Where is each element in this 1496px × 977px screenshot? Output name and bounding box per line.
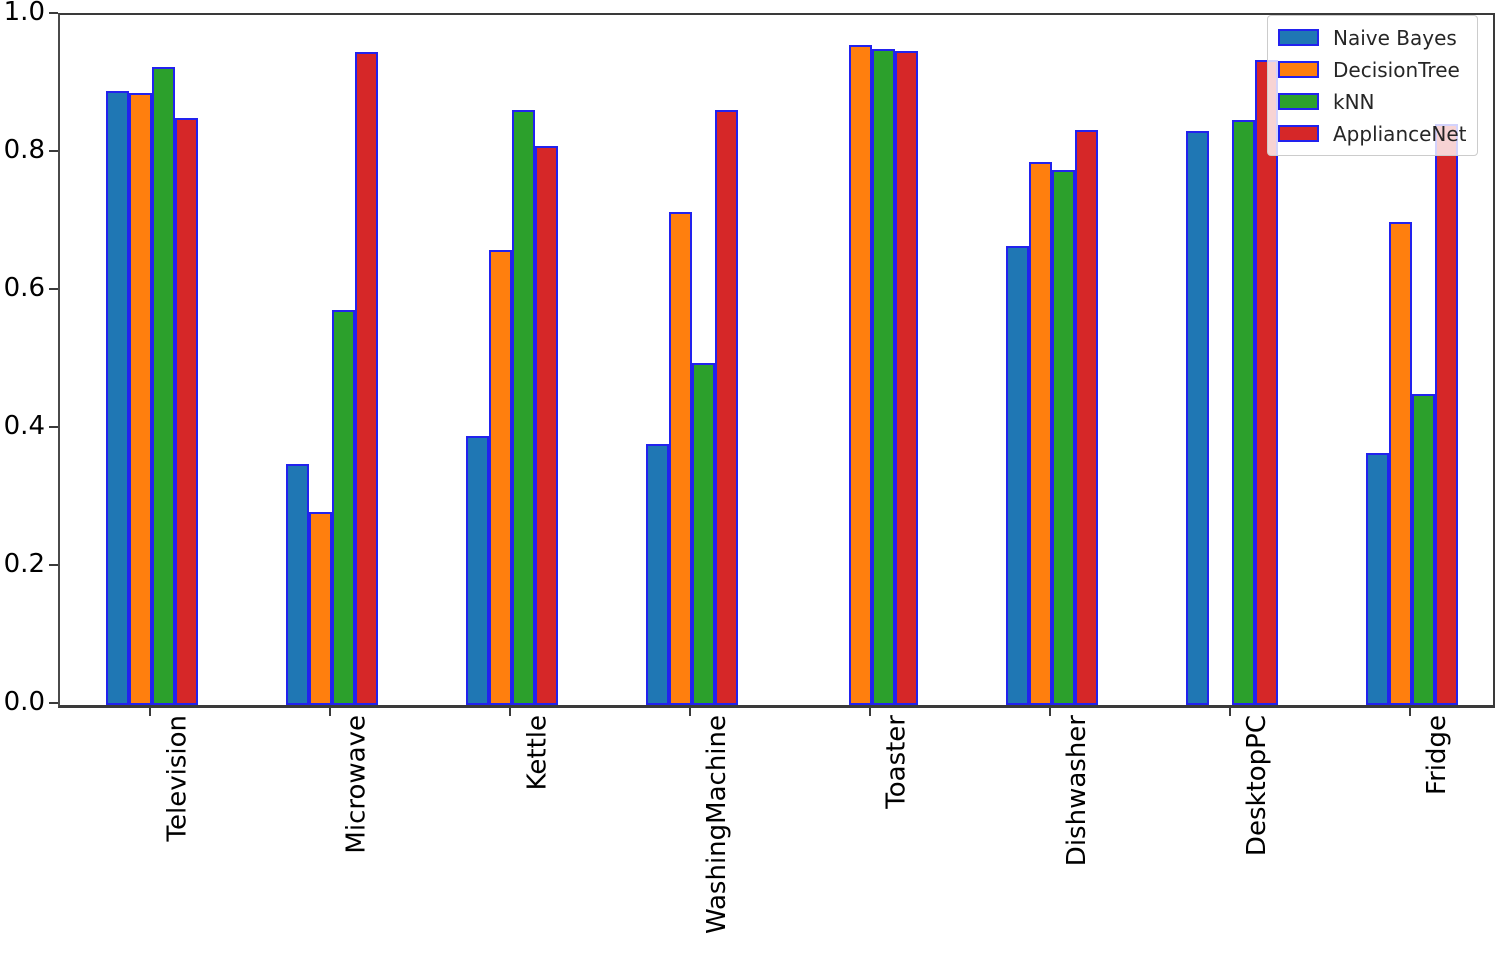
bar-knn-dishwasher [1052, 170, 1075, 705]
y-tick-mark [49, 288, 58, 290]
bar-decisiontree-microwave [309, 512, 332, 705]
bar-decisiontree-fridge [1389, 222, 1412, 705]
legend-swatch-knn [1278, 93, 1319, 110]
legend-label-knn: kNN [1333, 89, 1375, 114]
bar-appliancenet-toaster [895, 51, 918, 705]
legend-item-appliancenet: ApplianceNet [1278, 121, 1467, 146]
legend-item-knn: kNN [1278, 89, 1467, 114]
bar-appliancenet-washingmachine [715, 110, 738, 705]
bar-knn-fridge [1412, 394, 1435, 705]
y-tick-label-0.4: 0.4 [3, 410, 45, 441]
y-tick-mark [49, 564, 58, 566]
y-tick-label-0.2: 0.2 [3, 548, 45, 579]
bar-appliancenet-kettle [535, 146, 558, 705]
bar-knn-microwave [332, 310, 355, 705]
bar-knn-television [152, 67, 175, 705]
bar-appliancenet-dishwasher [1075, 130, 1098, 705]
bar-naive-bayes-fridge [1366, 453, 1389, 705]
legend-label-appliancenet: ApplianceNet [1333, 121, 1467, 146]
x-tick-mark [689, 706, 691, 716]
bar-naive-bayes-television [106, 91, 129, 705]
bar-naive-bayes-desktoppc [1186, 131, 1209, 705]
plot-area [58, 13, 1495, 708]
x-tick-mark [1229, 706, 1231, 716]
bar-knn-washingmachine [692, 363, 715, 705]
bar-decisiontree-dishwasher [1029, 162, 1052, 705]
legend-swatch-appliancenet [1278, 125, 1319, 142]
y-tick-label-0.0: 0.0 [3, 686, 45, 717]
y-tick-mark [49, 426, 58, 428]
y-tick-mark [49, 150, 58, 152]
y-tick-mark [49, 12, 58, 14]
bar-knn-kettle [512, 110, 535, 705]
bar-knn-desktoppc [1232, 120, 1255, 705]
x-tick-mark [1409, 706, 1411, 716]
x-tick-label-toaster: Toaster [882, 715, 912, 809]
bar-naive-bayes-microwave [286, 464, 309, 705]
legend-item-naive-bayes: Naive Bayes [1278, 25, 1467, 50]
y-tick-mark [49, 702, 58, 704]
bar-appliancenet-microwave [355, 52, 378, 705]
bar-appliancenet-television [175, 118, 198, 705]
legend-label-naive-bayes: Naive Bayes [1333, 25, 1457, 50]
y-tick-label-0.6: 0.6 [3, 272, 45, 303]
x-tick-mark [329, 706, 331, 716]
bar-naive-bayes-kettle [466, 436, 489, 705]
bar-knn-toaster [872, 49, 895, 705]
legend-item-decisiontree: DecisionTree [1278, 57, 1467, 82]
x-tick-label-desktoppc: DesktopPC [1242, 715, 1272, 857]
x-tick-mark [149, 706, 151, 716]
bar-appliancenet-desktoppc [1255, 60, 1278, 705]
bar-naive-bayes-washingmachine [646, 444, 669, 705]
x-tick-mark [1049, 706, 1051, 716]
bar-decisiontree-washingmachine [669, 212, 692, 705]
x-tick-label-television: Television [162, 715, 192, 842]
y-tick-label-0.8: 0.8 [3, 134, 45, 165]
legend: Naive Bayes DecisionTree kNN ApplianceNet [1267, 15, 1478, 156]
x-tick-mark [869, 706, 871, 716]
bar-decisiontree-kettle [489, 250, 512, 705]
legend-swatch-decisiontree [1278, 61, 1319, 78]
legend-swatch-naive-bayes [1278, 29, 1319, 46]
x-tick-mark [509, 706, 511, 716]
y-tick-label-1.0: 1.0 [3, 0, 45, 27]
x-tick-label-dishwasher: Dishwasher [1062, 715, 1092, 867]
x-tick-label-microwave: Microwave [342, 715, 372, 854]
bar-naive-bayes-dishwasher [1006, 246, 1029, 705]
bar-appliancenet-fridge [1435, 124, 1458, 705]
x-tick-label-kettle: Kettle [522, 715, 552, 791]
x-tick-label-fridge: Fridge [1422, 715, 1452, 795]
x-tick-label-washingmachine: WashingMachine [702, 715, 732, 935]
bar-decisiontree-toaster [849, 45, 872, 705]
bar-decisiontree-television [129, 93, 152, 705]
legend-label-decisiontree: DecisionTree [1333, 57, 1460, 82]
